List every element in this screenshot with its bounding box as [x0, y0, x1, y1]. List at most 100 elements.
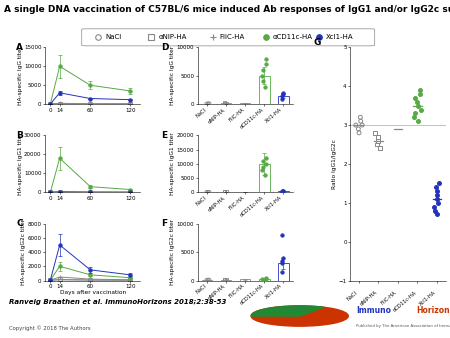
Point	[221, 277, 228, 282]
Point	[223, 189, 230, 195]
Point	[278, 261, 285, 266]
Point	[433, 212, 440, 217]
Point	[279, 189, 287, 194]
Point	[243, 277, 251, 282]
Text: Published by The American Association of Immunologists, Inc.: Published by The American Association of…	[356, 324, 450, 328]
Text: NaCl: NaCl	[195, 107, 207, 119]
Point	[259, 67, 266, 73]
Point	[205, 189, 212, 195]
Point	[357, 115, 364, 120]
Text: Xcl1-HA: Xcl1-HA	[265, 107, 284, 124]
Text: D: D	[162, 43, 169, 52]
Point	[412, 111, 419, 116]
Text: G: G	[314, 38, 321, 47]
Text: αCD11c-HA: αCD11c-HA	[238, 107, 264, 130]
Point	[433, 189, 440, 194]
Text: Horizons: Horizons	[416, 306, 450, 315]
Text: Xcl1-HA: Xcl1-HA	[265, 195, 284, 212]
Y-axis label: HA-specific IgG1 titer: HA-specific IgG1 titer	[170, 132, 175, 195]
Bar	[240, 280, 251, 281]
Point	[259, 79, 266, 84]
Text: FliC-HA: FliC-HA	[228, 195, 245, 211]
Point	[261, 84, 269, 90]
Y-axis label: HA-specific IgG1 titer: HA-specific IgG1 titer	[18, 132, 22, 195]
Point	[240, 189, 247, 195]
FancyBboxPatch shape	[81, 29, 374, 46]
Point	[279, 91, 287, 97]
Point	[262, 155, 270, 161]
Point	[263, 275, 270, 281]
Point	[278, 189, 285, 194]
Point	[279, 258, 286, 263]
Text: A single DNA vaccination of C57BL/6 mice induced Ab responses of IgG1 and/or IgG: A single DNA vaccination of C57BL/6 mice…	[4, 5, 450, 14]
Text: NaCl: NaCl	[105, 34, 122, 40]
Point	[431, 204, 438, 210]
Point	[206, 189, 213, 195]
Text: αNIP-HA: αNIP-HA	[158, 34, 187, 40]
Point	[221, 100, 228, 106]
Point	[258, 276, 265, 282]
Point	[431, 208, 438, 213]
Text: Copyright © 2018 The Authors: Copyright © 2018 The Authors	[9, 325, 90, 331]
Point	[263, 161, 270, 167]
X-axis label: Days after vaccination: Days after vaccination	[59, 290, 126, 295]
Text: A: A	[16, 43, 23, 52]
Point	[259, 164, 266, 169]
Point	[278, 232, 285, 238]
Text: αCD11c-HA: αCD11c-HA	[392, 290, 417, 313]
Text: E: E	[162, 131, 167, 140]
Point	[205, 277, 212, 283]
Text: NaCl: NaCl	[195, 195, 207, 207]
Point	[412, 95, 419, 101]
Text: F: F	[162, 219, 167, 228]
Point	[221, 101, 228, 106]
Point	[263, 62, 270, 67]
Text: Immuno: Immuno	[356, 306, 392, 315]
Point	[221, 189, 228, 195]
Point	[414, 119, 421, 124]
Point	[434, 200, 441, 206]
Point	[259, 159, 266, 164]
Point	[357, 119, 364, 124]
Bar	[259, 279, 270, 281]
Point	[242, 276, 249, 282]
Point	[240, 277, 247, 282]
Text: αNIP-HA: αNIP-HA	[207, 195, 226, 213]
Point	[280, 90, 287, 96]
Point	[375, 138, 382, 143]
Text: Xcl1-HA: Xcl1-HA	[326, 34, 353, 40]
Point	[280, 188, 287, 193]
Point	[261, 277, 269, 282]
Bar	[278, 191, 288, 192]
Text: αCD11c-HA: αCD11c-HA	[238, 195, 264, 218]
Text: FliC-HA: FliC-HA	[380, 290, 398, 306]
Point	[279, 269, 286, 275]
Point	[262, 56, 270, 62]
Point	[432, 185, 440, 190]
Text: FliC-HA: FliC-HA	[228, 107, 245, 123]
Point	[375, 134, 382, 139]
Bar	[202, 280, 212, 281]
Text: FliC-HA: FliC-HA	[220, 34, 245, 40]
Point	[433, 196, 441, 201]
Point	[221, 277, 228, 282]
Text: Xcl1-HA: Xcl1-HA	[265, 283, 284, 300]
Point	[243, 189, 251, 194]
Text: αNIP-HA: αNIP-HA	[359, 290, 378, 307]
Point	[243, 100, 251, 106]
Point	[417, 107, 424, 112]
Text: αNIP-HA: αNIP-HA	[207, 283, 226, 300]
Point	[258, 73, 265, 78]
Y-axis label: HA-specific IgG2c titer: HA-specific IgG2c titer	[21, 219, 26, 285]
Point	[261, 173, 269, 178]
Text: αCD11c-HA: αCD11c-HA	[273, 34, 313, 40]
Point	[242, 189, 249, 194]
Wedge shape	[251, 306, 324, 316]
Point	[433, 192, 441, 198]
Point	[203, 189, 210, 195]
Point	[356, 130, 363, 136]
Bar	[259, 76, 270, 104]
Point	[373, 142, 380, 147]
Point	[410, 115, 418, 120]
Point	[352, 122, 360, 128]
